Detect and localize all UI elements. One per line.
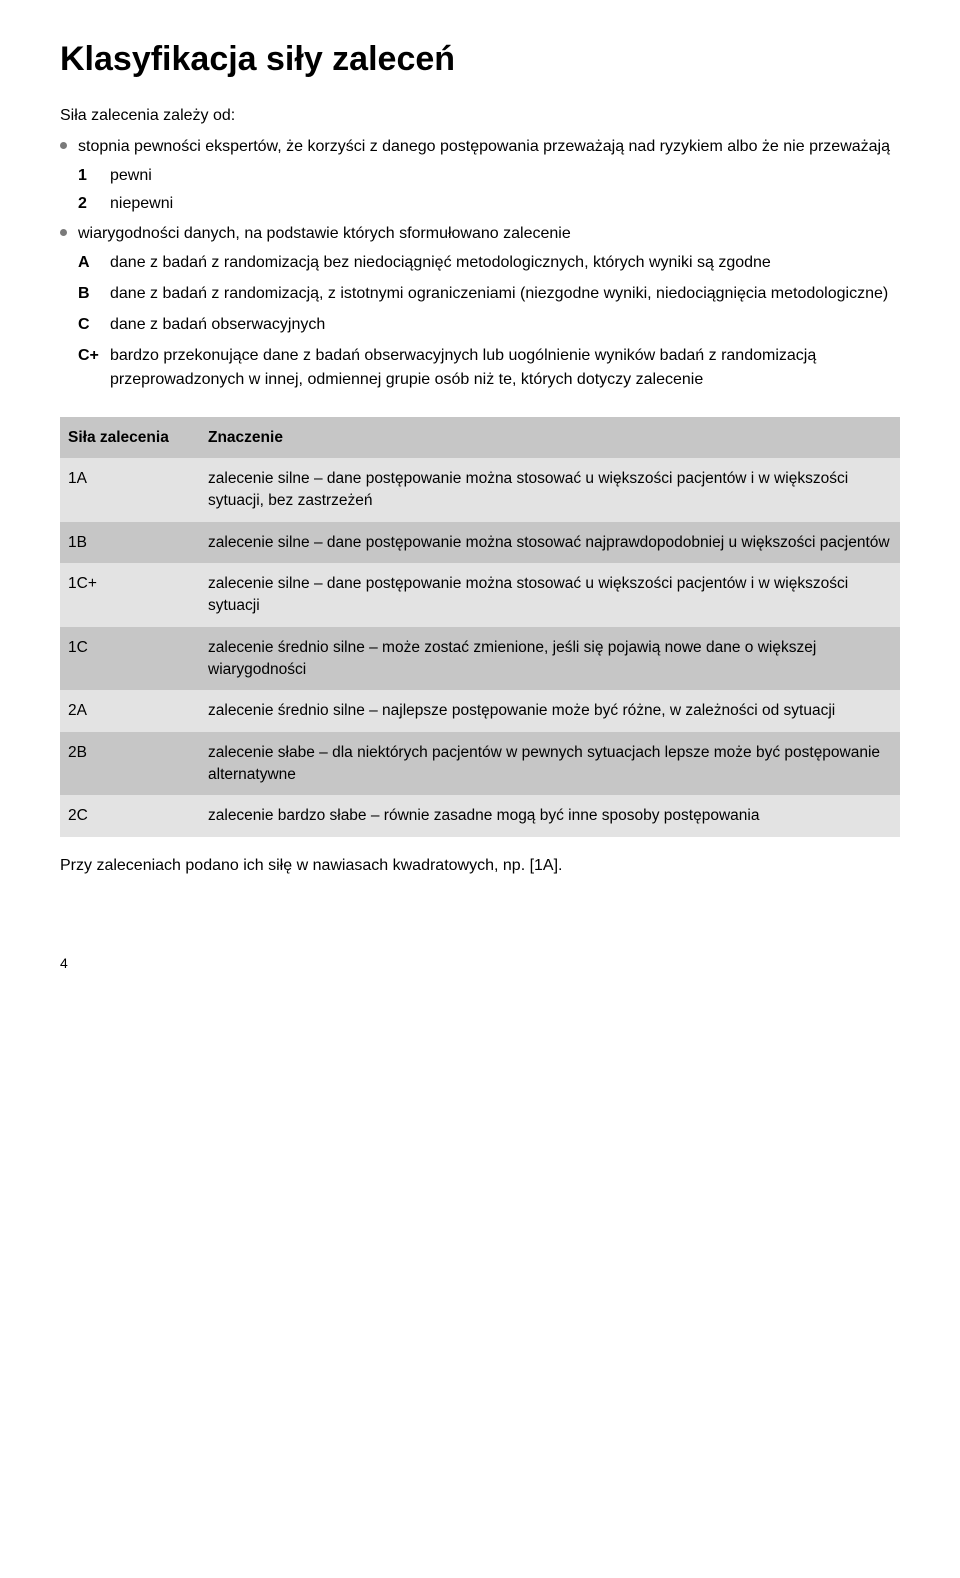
table-header-meaning: Znaczenie xyxy=(200,417,900,459)
footer-note: Przy zaleceniach podano ich siłę w nawia… xyxy=(60,857,900,875)
reliability-levels: A dane z badań z randomizacją bez niedoc… xyxy=(78,251,900,391)
level-val: dane z badań obserwacyjnych xyxy=(110,313,900,336)
strength-cell: 2C xyxy=(60,795,200,837)
strength-cell: 1C xyxy=(60,627,200,690)
strength-cell: 1C+ xyxy=(60,563,200,626)
level-row: 2 niepewni xyxy=(78,192,900,215)
meaning-cell: zalecenie średnio silne – może zostać zm… xyxy=(200,627,900,690)
meaning-cell: zalecenie średnio silne – najlepsze post… xyxy=(200,690,900,732)
table-header-strength: Siła zalecenia xyxy=(60,417,200,459)
meaning-cell: zalecenie silne – dane postępowanie możn… xyxy=(200,563,900,626)
table-row: 1C+ zalecenie silne – dane postępowanie … xyxy=(60,563,900,626)
table-header-row: Siła zalecenia Znaczenie xyxy=(60,417,900,459)
level-key: C xyxy=(78,313,102,336)
table-row: 1C zalecenie średnio silne – może zostać… xyxy=(60,627,900,690)
meaning-cell: zalecenie silne – dane postępowanie możn… xyxy=(200,522,900,564)
table-row: 1B zalecenie silne – dane postępowanie m… xyxy=(60,522,900,564)
page-title: Klasyfikacja siły zaleceń xyxy=(60,40,900,79)
strength-cell: 2B xyxy=(60,732,200,795)
criteria-item-reliability: wiarygodności danych, na podstawie który… xyxy=(60,222,900,391)
table-row: 2A zalecenie średnio silne – najlepsze p… xyxy=(60,690,900,732)
table-row: 2B zalecenie słabe – dla niektórych pacj… xyxy=(60,732,900,795)
level-val: dane z badań z randomizacją, z istotnymi… xyxy=(110,282,900,305)
level-key: 1 xyxy=(78,164,102,187)
meaning-cell: zalecenie silne – dane postępowanie możn… xyxy=(200,458,900,521)
criteria-text: wiarygodności danych, na podstawie który… xyxy=(78,225,571,242)
level-val: dane z badań z randomizacją bez niedocią… xyxy=(110,251,900,274)
criteria-item-certainty: stopnia pewności ekspertów, że korzyści … xyxy=(60,135,900,216)
level-row: A dane z badań z randomizacją bez niedoc… xyxy=(78,251,900,274)
level-key: B xyxy=(78,282,102,305)
criteria-text: stopnia pewności ekspertów, że korzyści … xyxy=(78,138,890,155)
level-row: B dane z badań z randomizacją, z istotny… xyxy=(78,282,900,305)
table-row: 2C zalecenie bardzo słabe – równie zasad… xyxy=(60,795,900,837)
level-val: bardzo przekonujące dane z badań obserwa… xyxy=(110,344,900,390)
level-key: C+ xyxy=(78,344,102,390)
strength-table: Siła zalecenia Znaczenie 1A zalecenie si… xyxy=(60,417,900,837)
level-val: pewni xyxy=(110,164,152,187)
table-row: 1A zalecenie silne – dane postępowanie m… xyxy=(60,458,900,521)
level-key: A xyxy=(78,251,102,274)
level-val: niepewni xyxy=(110,192,173,215)
level-row: C dane z badań obserwacyjnych xyxy=(78,313,900,336)
meaning-cell: zalecenie bardzo słabe – równie zasadne … xyxy=(200,795,900,837)
strength-cell: 2A xyxy=(60,690,200,732)
level-row: C+ bardzo przekonujące dane z badań obse… xyxy=(78,344,900,390)
page-number: 4 xyxy=(60,955,900,971)
intro-text: Siła zalecenia zależy od: xyxy=(60,107,900,125)
level-row: 1 pewni xyxy=(78,164,900,187)
criteria-list: stopnia pewności ekspertów, że korzyści … xyxy=(60,135,900,391)
strength-cell: 1B xyxy=(60,522,200,564)
certainty-levels: 1 pewni 2 niepewni xyxy=(78,164,900,215)
meaning-cell: zalecenie słabe – dla niektórych pacjent… xyxy=(200,732,900,795)
strength-cell: 1A xyxy=(60,458,200,521)
level-key: 2 xyxy=(78,192,102,215)
